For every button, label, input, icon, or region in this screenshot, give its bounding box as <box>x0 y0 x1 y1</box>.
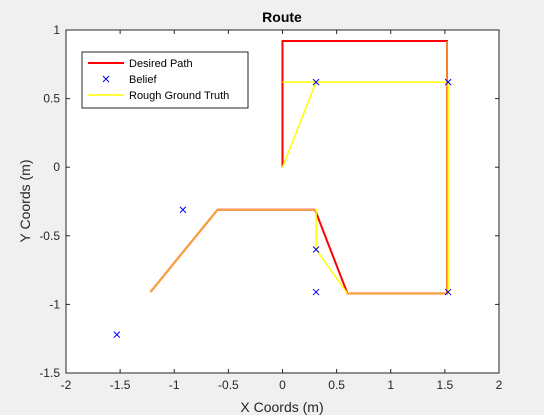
y-tick-label: 0 <box>53 160 60 174</box>
x-tick-label: -1 <box>169 378 180 392</box>
x-tick-label: -1.5 <box>110 378 131 392</box>
y-axis-ticks: -1.5 -1 -0.5 0 0.5 1 <box>39 23 499 380</box>
belief-marker <box>312 78 320 86</box>
y-axis-label: Y Coords (m) <box>17 160 33 243</box>
belief-marker <box>113 331 121 338</box>
belief-marker <box>444 78 452 86</box>
x-axis-ticks: -2 -1.5 -1 -0.5 0 0.5 1 1.5 2 <box>61 30 503 392</box>
legend-items: Desired Path Belief Rough Ground Truth <box>88 58 229 102</box>
legend-label-rough-ground-truth: Rough Ground Truth <box>129 90 229 102</box>
y-tick-label: -1 <box>49 297 60 311</box>
x-tick-label: 1.5 <box>437 378 454 392</box>
legend-swatch-belief <box>102 75 110 83</box>
x-tick-label: 2 <box>496 378 503 392</box>
y-tick-label: 0.5 <box>43 92 60 106</box>
overlap-segment-line <box>149 208 315 293</box>
x-tick-label: 0.5 <box>328 378 345 392</box>
y-tick-label: -1.5 <box>39 366 60 380</box>
belief-marker <box>312 288 320 296</box>
belief-marker <box>444 288 452 296</box>
legend-label-belief: Belief <box>129 74 157 86</box>
legend: Desired Path Belief Rough Ground Truth <box>81 51 249 109</box>
legend-box <box>81 51 249 109</box>
x-axis-label: X Coords (m) <box>240 399 323 415</box>
x-tick-label: -2 <box>61 378 72 392</box>
y-tick-label: 1 <box>53 23 60 37</box>
data-layer <box>113 40 452 338</box>
x-tick-label: 0 <box>279 378 286 392</box>
x-tick-label: -0.5 <box>218 378 239 392</box>
x-tick-label: 1 <box>387 378 394 392</box>
belief-marker <box>179 206 187 214</box>
chart-title: Route <box>262 9 302 25</box>
legend-label-desired-path: Desired Path <box>129 58 193 70</box>
y-tick-label: -0.5 <box>39 229 60 243</box>
belief-marker <box>312 246 320 253</box>
